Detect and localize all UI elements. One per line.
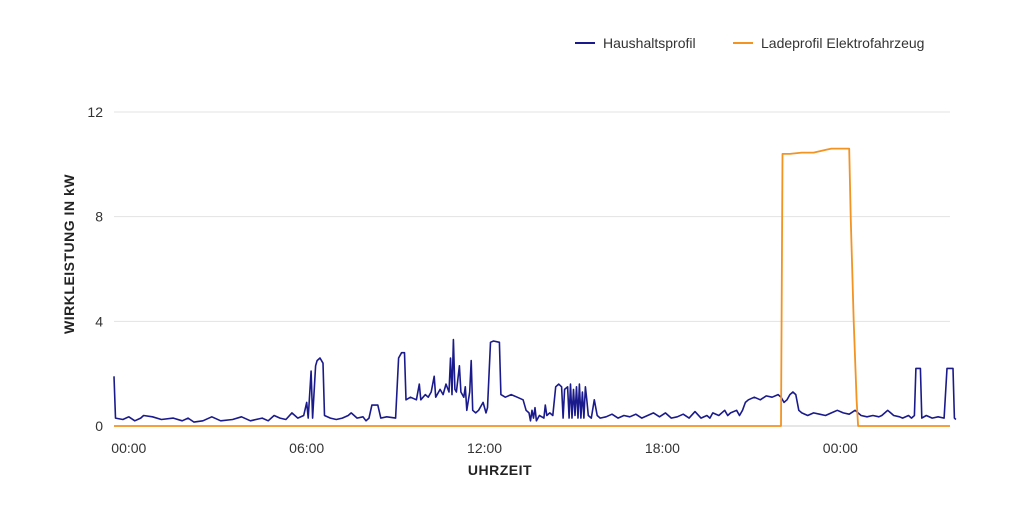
x-axis-title: UHRZEIT bbox=[468, 462, 532, 478]
legend: Haushaltsprofil Ladeprofil Elektrofahrzeu… bbox=[575, 35, 924, 51]
y-axis-title: WIRKLEISTUNG IN kW bbox=[61, 174, 77, 334]
x-tick-label: 12:00 bbox=[467, 440, 502, 456]
gridlines bbox=[114, 111, 950, 427]
x-tick-label: 06:00 bbox=[289, 440, 324, 456]
legend-label: Ladeprofil Elektrofahrzeug bbox=[761, 35, 924, 51]
y-tick-label: 12 bbox=[87, 104, 103, 120]
y-tick-label: 8 bbox=[95, 209, 103, 225]
x-tick-label: 00:00 bbox=[111, 440, 146, 456]
y-tick-label: 4 bbox=[95, 313, 103, 329]
series-line-haushaltsprofil bbox=[113, 338, 957, 423]
x-axis-ticks: 00:00 06:00 12:00 18:00 00:00 bbox=[111, 440, 858, 456]
x-tick-label: 00:00 bbox=[823, 440, 858, 456]
series-line-ladeprofil bbox=[114, 147, 950, 427]
x-tick-label: 18:00 bbox=[645, 440, 680, 456]
series-lines bbox=[113, 147, 957, 427]
legend-label: Haushaltsprofil bbox=[603, 35, 696, 51]
y-tick-label: 0 bbox=[95, 418, 103, 434]
y-axis-ticks: 0 4 8 12 bbox=[87, 104, 103, 434]
